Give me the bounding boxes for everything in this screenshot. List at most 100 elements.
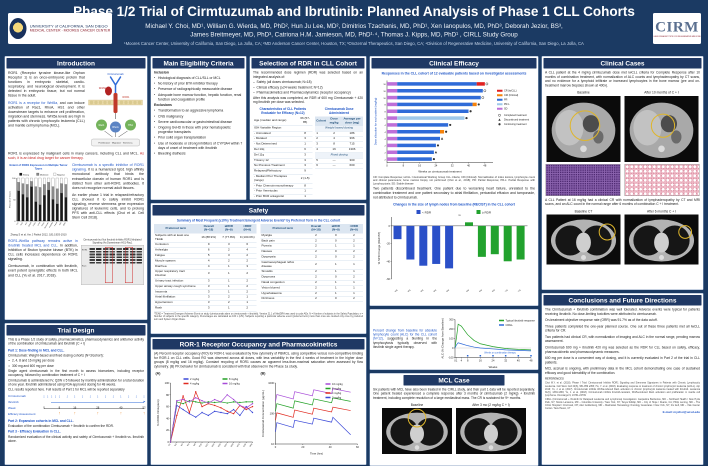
svg-text:16 mg/kg: 16 mg/kg [332,382,343,386]
svg-text:CIRLL: CIRLL [506,323,514,327]
svg-text:2: 2 [385,146,387,148]
data-table: Preferred term Overall (N=18) ≤RDR (N=9) >R… [260,224,363,303]
svg-text:48: 48 [483,163,486,167]
svg-text:300: 300 [449,318,454,322]
svg-text:W36: W36 [243,444,247,448]
svg-text:16: 16 [418,163,421,167]
data-table: Cohort Dose mg/kg Average per dose (mg) Wei… [315,116,363,170]
svg-text:-100: -100 [448,356,454,360]
investigators-text: CIRLL (Cirmtuzumab + Ibrutinib for Relap… [545,398,700,410]
section-mcl-case: MCL Case Six patients with MCL have also… [369,373,539,466]
part3-text: Randomized evaluation of the clinical ac… [8,435,144,443]
list-item: 600 mg per dose is a convenient way of d… [545,356,700,365]
svg-text:Weeks on combination therapy: Weeks on combination therapy [484,352,516,355]
dosing-timeline-figure: Cirmtuzumab↓↓↓↓↓↓↓↓↓↓↓↓↓↓↓↓IbrutinibWeek… [8,393,146,418]
ucsd-logo-line2: MEDICAL CENTER · MOORES CANCER CENTER [29,28,111,33]
part1-bullets: 2, 4, 8 and 16 mg/kg per dose300 mg and … [8,359,144,368]
svg-text:8 mg/kg: 8 mg/kg [477,290,483,293]
timeline-row-label: Cirmtuzumab [8,394,26,398]
list-item: Use of moderate or strong inhibitors of … [154,142,243,151]
part1-line3: Cirmtuzumab is administered IV, Q2W x 5 … [8,378,144,387]
svg-text:≥ RDR: ≥ RDR [482,211,492,215]
list-item: Pharmacokinetics and Pharmacodynamics (r… [253,91,363,95]
introduction-header: Introduction [6,58,146,69]
list-item: Transformation to an aggressive lymphoma [154,109,243,113]
poster-header: Phase 1/2 Trial of Cirmtuzumab and Ibrut… [0,0,708,54]
trial-design-header: Trial Design [6,325,146,336]
svg-text:8 mg/kg: 8 mg/kg [332,387,342,391]
svg-text:20: 20 [301,445,304,449]
blot-row-label: Rac1 [81,264,87,268]
svg-text:CLL: CLL [16,222,19,226]
section-clinical-cases: Clinical Cases A CLL patient at the 4 mg… [541,56,704,290]
svg-text:W24: W24 [224,444,228,448]
ro-pk-text: (A) Percent receptor occupancy (RO) for … [154,352,363,369]
svg-text:Skin: Skin [59,222,62,226]
panel-a-label: (A) [155,372,161,376]
cirm-logo-text: CIRM [655,18,699,35]
waterfall-chart: 0 -20 -40 -60 2 mg/kg 4 mg/kg 4 mg/kg 8 mg/kg 16… [377,210,528,297]
svg-text:W8: W8 [193,444,196,447]
characteristics-table-title: Characteristics of CLL Patients Evaluabl… [259,107,307,116]
svg-text:40: 40 [467,163,470,167]
svg-text:4: 4 [385,139,387,141]
svg-text:< RDR: < RDR [422,211,432,215]
svg-text:RhoA: RhoA [112,126,119,129]
case1-baseline-ct-image [546,95,621,162]
rdr-intro: The recommended dose regimen (RDR) was s… [253,71,363,79]
svg-text:4 mg/kg: 4 mg/kg [332,391,342,395]
safety-footnote: *TEAE = Treatment Emergent Adverse Event… [154,312,363,321]
svg-text:Time (hrs): Time (hrs) [310,451,323,455]
list-item: MCL accrual is ongoing, with preliminary… [545,367,700,375]
svg-text:ALC (% Change from Baseline): ALC (% Change from Baseline) [441,318,445,358]
ror1-expression-chart-title: Extent of ROR1 Expression in Multiple Tu… [9,164,68,171]
svg-text:W20: W20 [218,444,222,448]
svg-text:W40: W40 [249,444,253,448]
ror1-expression-chart: 0 50 100 CLL MCL ALL Breast Colon Lung OvaryPancr… [9,173,68,229]
svg-text:Rac1: Rac1 [98,124,104,127]
part2-title: Part 2: Expansion cohorts in MCL and CLL… [8,419,74,423]
ucsd-seal-icon [9,18,27,39]
svg-text:0: 0 [14,221,16,223]
svg-text:SD: SD [504,107,508,110]
case1-baseline-label: Baseline [577,91,590,95]
svg-text:4 mg/kg: 4 mg/kg [190,382,200,386]
case1-text: A CLL patient at the 4 mg/kg cirmtuzumab… [545,71,700,88]
intro-paragraph-6: ROR1-Wnt5a pathway remains active in ibr… [8,239,78,262]
svg-text:W12: W12 [205,444,209,448]
conclusions-list: The Cirmtuzumab + Ibrutinib combination … [545,308,700,376]
svg-text:24: 24 [434,163,437,167]
list-item: Cirmtuzumab 600 mg + ibrutinib 420 mg wa… [545,345,700,354]
svg-text:W16: W16 [212,444,216,448]
case1-baseline-marrow-image [545,163,621,196]
case1-after-ct-image [624,95,699,162]
svg-text:Moderate: Moderate [40,173,49,176]
contact-email[interactable]: E-mail: mychoi@ucsd.edu [662,411,700,415]
svg-text:Colon: Colon [33,222,37,227]
svg-text:4: 4 [385,132,387,134]
svg-text:Weeks: Weeks [489,365,498,369]
cirm-logo: CIRM CALIFORNIA INSTITUTE FOR REGENERATI… [653,13,701,44]
svg-text:ALL: ALL [24,222,28,226]
efficacy-caption: CR: Complete Response; iwCLL: Internatio… [373,175,535,186]
svg-text:4: 4 [461,359,463,363]
svg-text:Completed treatment: Completed treatment [504,114,527,117]
list-item: Three patients completed the one-year pl… [545,324,700,333]
svg-text:0: 0 [452,346,454,350]
section-alc: Percent change from baseline for absolut… [369,309,539,370]
svg-text:-60: -60 [386,277,390,281]
svg-text:CRi (Clinical): CRi (Clinical) [504,94,518,97]
svg-text:4: 4 [385,125,387,127]
case2-baseline-ct-image [546,214,621,265]
svg-text:20: 20 [166,428,169,432]
svg-text:Prostate: Prostate [48,222,54,229]
svg-text:0: 0 [454,359,456,363]
list-item: The Cirmtuzumab + Ibrutinib combination … [545,308,700,316]
mcl-baseline-ct-image [382,408,452,455]
case2-after-ct-image [624,214,699,265]
ror1-expression-source: Zhang S et al. Am J Pathol 2012, 181:190… [10,233,67,237]
svg-text:W6: W6 [187,444,190,447]
svg-text:16: 16 [383,98,386,100]
svg-text:Renal: Renal [54,222,58,227]
references-heading: REFERENCES [545,377,564,381]
